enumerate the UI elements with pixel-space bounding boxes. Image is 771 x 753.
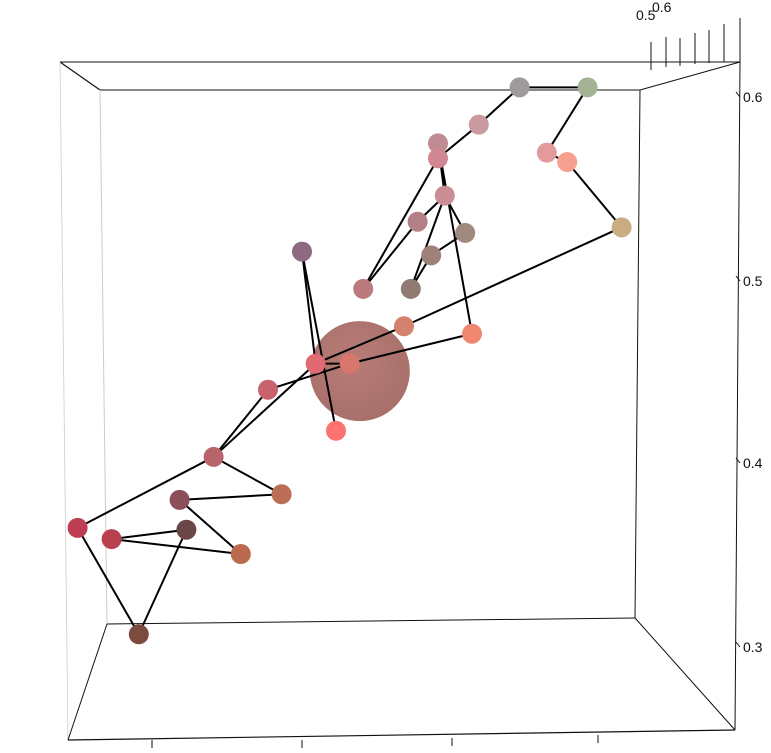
data-point xyxy=(434,185,455,206)
path-segment xyxy=(212,389,269,458)
data-point xyxy=(258,379,278,400)
path-segment xyxy=(137,529,188,635)
data-point xyxy=(536,142,557,163)
data-point xyxy=(128,624,149,645)
data-point xyxy=(509,77,530,98)
data-points xyxy=(67,77,632,645)
data-point xyxy=(394,316,414,337)
data-point xyxy=(326,420,346,441)
depth-tick-label: 0.5 xyxy=(636,7,656,23)
data-point xyxy=(292,241,312,262)
z-tick-label: 0.6 xyxy=(743,89,763,105)
path-segment xyxy=(349,332,473,365)
path-segment xyxy=(409,195,446,290)
box-edge xyxy=(734,61,741,731)
box-edge xyxy=(634,617,736,731)
path-segment xyxy=(566,161,623,228)
z-tick-label: 0.3 xyxy=(743,639,763,655)
data-point xyxy=(271,484,292,505)
path-segment xyxy=(213,456,283,496)
path-segment xyxy=(179,493,282,501)
path-segment xyxy=(267,362,350,391)
path-segment xyxy=(111,528,187,541)
centroid-sphere-shape xyxy=(309,321,410,422)
path-segment xyxy=(362,157,439,290)
z-tick xyxy=(735,275,741,282)
path-segment xyxy=(301,251,337,431)
data-point xyxy=(400,278,421,299)
box-edge xyxy=(67,729,736,741)
axis-ticks xyxy=(735,91,741,648)
path-segment xyxy=(362,221,419,290)
box-edge xyxy=(634,89,641,619)
path-segment xyxy=(111,538,241,555)
path-segment xyxy=(403,226,623,328)
data-point xyxy=(101,529,122,550)
data-point xyxy=(611,217,632,238)
data-point xyxy=(67,517,88,538)
data-point xyxy=(230,544,251,564)
box-edge xyxy=(59,61,69,741)
depth-tick-label: 0.6 xyxy=(652,0,672,15)
data-point xyxy=(339,353,360,374)
data-point xyxy=(468,114,489,135)
z-tick-label: 0.5 xyxy=(743,273,763,289)
data-point xyxy=(176,519,197,540)
path-segment xyxy=(178,499,242,555)
box-edge xyxy=(59,61,101,91)
centroid-sphere xyxy=(309,321,410,422)
path-segment xyxy=(315,325,405,365)
box-edge xyxy=(106,617,636,625)
data-point xyxy=(428,148,448,169)
path-segment xyxy=(76,527,140,635)
data-point xyxy=(305,353,326,374)
z-tick xyxy=(735,641,741,648)
data-point xyxy=(455,222,476,243)
z-tick-label: 0.4 xyxy=(743,455,763,471)
data-point xyxy=(407,211,428,232)
data-point xyxy=(421,245,442,266)
path-segment xyxy=(437,143,473,334)
data-point xyxy=(557,152,578,172)
data-point xyxy=(353,278,374,299)
z-tick xyxy=(735,91,741,98)
data-point xyxy=(203,446,224,467)
path-segment xyxy=(212,362,317,458)
data-point xyxy=(169,489,190,510)
box-edge xyxy=(639,61,741,91)
data-point xyxy=(462,323,482,344)
path-segment xyxy=(301,251,317,364)
box-edge xyxy=(67,623,108,741)
data-point xyxy=(577,77,598,98)
path-segment xyxy=(545,86,589,154)
data-point xyxy=(428,133,448,154)
tick-labels: 0.30.40.50.60.50.6 xyxy=(636,0,763,655)
z-tick xyxy=(735,457,741,464)
path-segment xyxy=(77,456,215,529)
bounding-box xyxy=(59,18,741,748)
